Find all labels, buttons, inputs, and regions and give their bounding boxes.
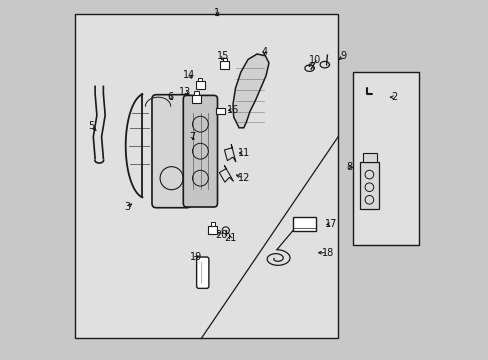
Bar [75,14,337,338]
Bar [210,222,215,226]
Text: 4: 4 [261,47,267,57]
Bar [215,108,224,114]
Bar [220,61,228,69]
Text: 2: 2 [390,92,396,102]
Text: 16: 16 [226,105,238,115]
Text: 17: 17 [325,219,337,229]
Text: 19: 19 [189,252,202,262]
Text: 5: 5 [88,121,95,131]
Polygon shape [224,144,236,162]
Text: 1: 1 [214,8,220,18]
FancyBboxPatch shape [183,95,217,207]
Bar [352,72,418,245]
Bar [196,81,204,89]
Text: 10: 10 [308,55,320,66]
FancyBboxPatch shape [152,95,191,208]
Polygon shape [232,54,268,128]
Bar [192,95,201,103]
Text: 18: 18 [321,248,333,258]
Text: 11: 11 [237,148,249,158]
Text: 13: 13 [179,87,191,97]
Bar [194,91,199,95]
Text: 7: 7 [189,132,195,142]
Text: 15: 15 [217,51,229,61]
Bar [208,226,217,234]
Text: 9: 9 [340,51,346,61]
Text: 21: 21 [224,233,237,243]
Bar [362,153,376,162]
Polygon shape [219,166,233,182]
Text: 12: 12 [237,173,249,183]
Text: 20: 20 [214,230,227,240]
Text: 6: 6 [167,92,173,102]
Text: 14: 14 [182,69,194,80]
Bar [359,162,379,209]
Text: 3: 3 [124,202,130,212]
Text: 8: 8 [346,162,352,172]
Bar [292,217,316,231]
Bar [222,58,226,61]
Bar [198,78,202,81]
FancyBboxPatch shape [196,257,208,288]
